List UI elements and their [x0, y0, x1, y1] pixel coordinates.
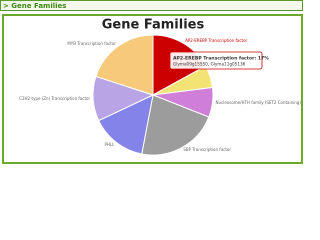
pie-slice: [141, 94, 210, 156]
section-header[interactable]: > Gene Families: [0, 0, 303, 11]
tooltip-title: AP2-EREBP Transcription factor: 17%: [173, 56, 269, 62]
slice-label: C2H2-type (Zn) Transcription factor: [19, 96, 90, 101]
page: > Gene Families Gene Families AP2-EREBP …: [0, 0, 305, 165]
chart-title: Gene Families: [102, 18, 205, 33]
slice-label: AP2-EREBP Transcription factor: [185, 38, 247, 43]
slice-label: SBP Transcription factor: [183, 147, 231, 152]
chart: Gene Families AP2-EREBP Transcription fa…: [19, 18, 302, 156]
slice-label: PHLL: [104, 142, 115, 147]
slice-label: MYB Transcription factor: [67, 41, 116, 46]
tooltip-text: Glyma09g15550, Glyma11g05136: [173, 62, 246, 67]
pie-slice: [98, 94, 154, 155]
pie-slice: [95, 34, 154, 96]
chart-frame: [2, 14, 303, 164]
tooltip: [169, 51, 263, 70]
slice-label: Nucleosome/HTH family (SET2 Containing): [216, 100, 302, 105]
